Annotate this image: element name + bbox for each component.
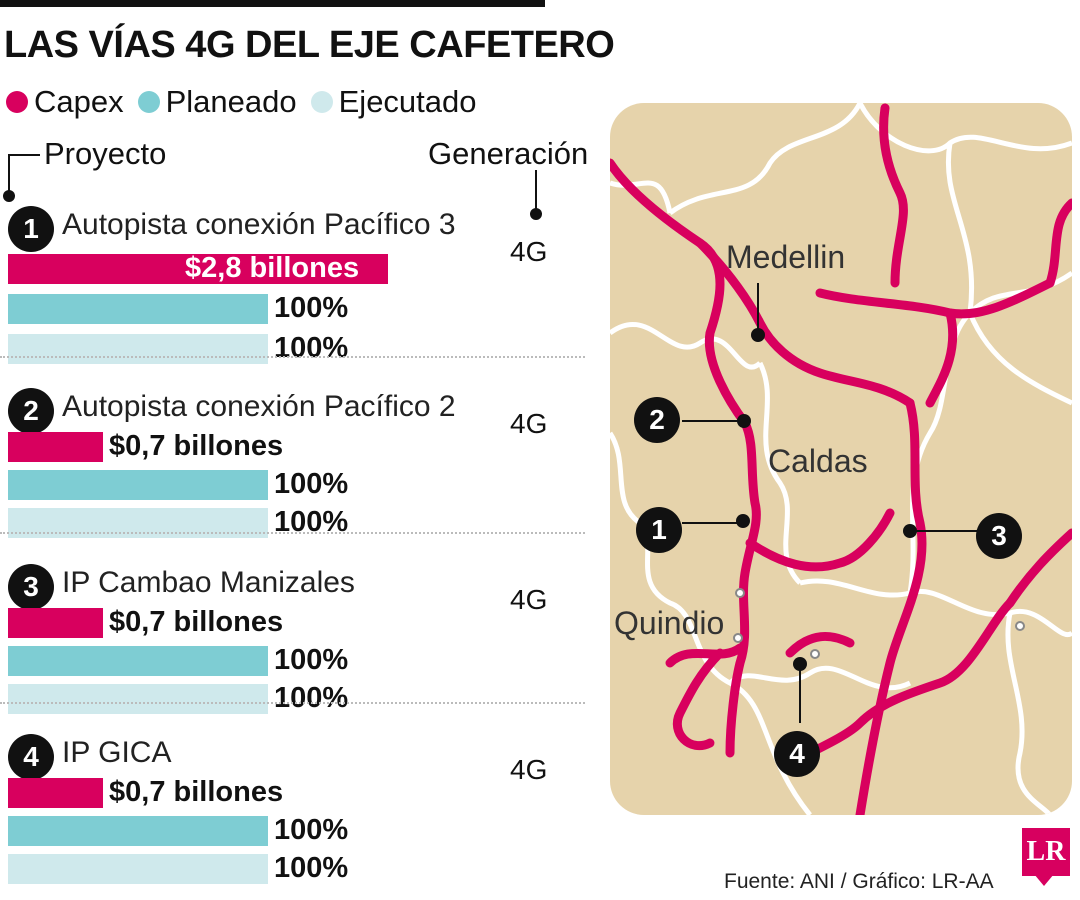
bar-label-capex: $2,8 billones: [185, 252, 360, 284]
project-name: Autopista conexión Pacífico 3: [62, 208, 456, 241]
bar-ejecutado: [8, 854, 268, 884]
bar-label-ejecutado: 100%: [274, 332, 349, 364]
project-number: 3: [8, 564, 54, 610]
legend-item-capex: Capex: [6, 84, 124, 120]
project-bracket-stem: [8, 154, 10, 194]
top-rule: [0, 0, 545, 7]
legend-swatch-ejecutado: [310, 91, 333, 113]
chart-title: LAS VÍAS 4G DEL EJE CAFETERO: [4, 24, 615, 66]
project-name: IP GICA: [62, 736, 172, 769]
map-label-medellin: Medellin: [726, 239, 846, 275]
bar-planeado: [8, 816, 268, 846]
map-cities: [733, 588, 1025, 659]
row-separator: [0, 356, 585, 358]
header-generation: Generación: [428, 136, 589, 171]
map-label-quindio: Quindio: [614, 605, 725, 641]
bar-capex: [8, 432, 103, 462]
map-marker-2: 2: [634, 397, 680, 443]
legend-label-ejecutado: Ejecutado: [338, 84, 477, 119]
map-marker-3: 3: [976, 513, 1022, 559]
source-note: Fuente: ANI / Gráfico: LR-AA: [724, 870, 994, 893]
bar-planeado: [8, 646, 268, 676]
bar-label-capex: $0,7 billones: [109, 430, 284, 462]
lr-logo-tail: [1034, 874, 1054, 886]
map-roads: [610, 103, 1072, 815]
bar-label-capex: $0,7 billones: [109, 776, 284, 808]
map-label-caldas: Caldas: [768, 443, 868, 479]
legend-swatch-planeado: [137, 91, 160, 113]
bar-label-planeado: 100%: [274, 292, 349, 324]
bar-label-ejecutado: 100%: [274, 852, 349, 884]
legend: Capex Planeado Ejecutado: [6, 84, 477, 120]
lr-logo: LR: [1022, 828, 1070, 876]
project-number: 4: [8, 734, 54, 780]
bar-planeado: [8, 470, 268, 500]
row-separator: [0, 532, 585, 534]
map-graphic: [610, 103, 1072, 815]
project-number: 2: [8, 388, 54, 434]
header-project: Proyecto: [44, 136, 167, 171]
bar-ejecutado: [8, 684, 268, 714]
bar-capex: [8, 778, 103, 808]
bar-label-ejecutado: 100%: [274, 682, 349, 714]
bar-label-planeado: 100%: [274, 468, 349, 500]
project-number: 1: [8, 206, 54, 252]
map: Medellin Caldas Quindio 2 1 3 4: [610, 103, 1072, 815]
legend-label-planeado: Planeado: [165, 84, 297, 119]
bar-ejecutado: [8, 334, 268, 364]
legend-label-capex: Capex: [34, 84, 124, 119]
legend-item-planeado: Planeado: [137, 84, 297, 120]
project-bracket: [8, 154, 40, 156]
project-name: Autopista conexión Pacífico 2: [62, 390, 456, 423]
legend-item-ejecutado: Ejecutado: [310, 84, 477, 120]
bar-label-capex: $0,7 billones: [109, 606, 284, 638]
bar-capex: [8, 608, 103, 638]
project-generation: 4G: [510, 236, 548, 267]
map-marker-4: 4: [774, 731, 820, 777]
generation-bracket: [535, 170, 537, 210]
project-generation: 4G: [510, 754, 548, 785]
project-bracket-dot: [3, 190, 15, 202]
legend-swatch-capex: [6, 91, 28, 113]
generation-bracket-dot: [530, 208, 542, 220]
bar-label-planeado: 100%: [274, 814, 349, 846]
bar-capex: [8, 254, 388, 284]
row-separator: [0, 702, 585, 704]
project-generation: 4G: [510, 584, 548, 615]
map-marker-1: 1: [636, 507, 682, 553]
bar-planeado: [8, 294, 268, 324]
bar-label-ejecutado: 100%: [274, 506, 349, 538]
project-name: IP Cambao Manizales: [62, 566, 355, 599]
bar-label-planeado: 100%: [274, 644, 349, 676]
project-generation: 4G: [510, 408, 548, 439]
map-leader-lines: [682, 283, 978, 723]
